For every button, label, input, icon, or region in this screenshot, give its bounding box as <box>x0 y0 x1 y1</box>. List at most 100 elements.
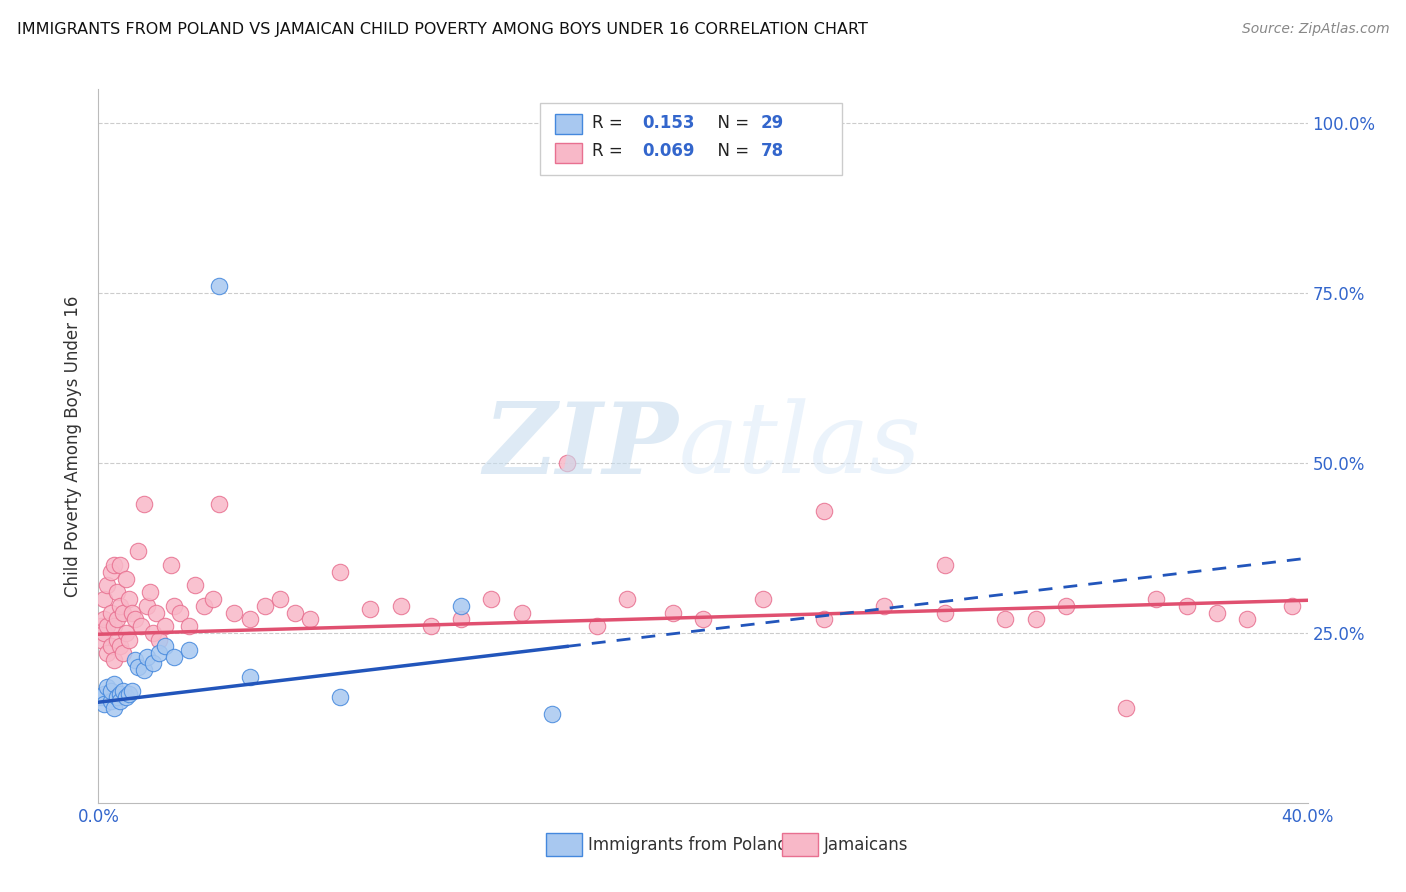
Point <box>93 591 115 606</box>
Point <box>135 599 157 613</box>
Point <box>202 591 225 606</box>
Point <box>1206 606 1229 620</box>
Point <box>586 619 609 633</box>
Point <box>96 619 118 633</box>
Point <box>813 612 835 626</box>
Point <box>239 670 262 684</box>
Point <box>111 606 134 620</box>
Point <box>153 640 176 654</box>
Point <box>108 687 131 701</box>
Point <box>329 565 352 579</box>
Text: 0.069: 0.069 <box>643 143 695 161</box>
Point <box>193 599 215 613</box>
Point <box>208 279 231 293</box>
Point <box>269 591 291 606</box>
Point <box>239 612 262 626</box>
Point <box>90 632 112 647</box>
Point <box>142 626 165 640</box>
Point <box>121 606 143 620</box>
Point <box>1115 700 1137 714</box>
FancyBboxPatch shape <box>540 103 842 175</box>
Point <box>100 683 122 698</box>
Point <box>169 606 191 620</box>
Point <box>108 599 131 613</box>
Point <box>93 626 115 640</box>
Point <box>873 599 896 613</box>
Point <box>555 456 578 470</box>
Point <box>994 612 1017 626</box>
Point <box>114 690 136 705</box>
Point <box>93 687 115 701</box>
Text: R =: R = <box>592 143 627 161</box>
Point <box>1236 612 1258 626</box>
Point <box>450 599 472 613</box>
FancyBboxPatch shape <box>546 833 582 856</box>
Text: IMMIGRANTS FROM POLAND VS JAMAICAN CHILD POVERTY AMONG BOYS UNDER 16 CORRELATION: IMMIGRANTS FROM POLAND VS JAMAICAN CHILD… <box>17 22 868 37</box>
Point <box>813 503 835 517</box>
Point <box>111 683 134 698</box>
Point <box>103 700 125 714</box>
Point <box>108 640 131 654</box>
Point <box>360 602 382 616</box>
Point <box>153 619 176 633</box>
Point <box>103 619 125 633</box>
Point <box>692 612 714 626</box>
Point <box>540 707 562 722</box>
Point <box>1281 599 1303 613</box>
Text: N =: N = <box>707 114 754 132</box>
Point <box>96 578 118 592</box>
Point <box>1144 591 1167 606</box>
Point <box>253 599 276 613</box>
Point <box>224 606 246 620</box>
Point <box>284 606 307 620</box>
Point <box>163 649 186 664</box>
Point <box>129 619 152 633</box>
Point <box>1024 612 1046 626</box>
Point <box>108 694 131 708</box>
Point <box>124 653 146 667</box>
FancyBboxPatch shape <box>782 833 818 856</box>
Point <box>111 646 134 660</box>
Point <box>105 585 128 599</box>
Point <box>118 591 141 606</box>
Point <box>103 653 125 667</box>
Text: atlas: atlas <box>679 399 921 493</box>
Point <box>124 612 146 626</box>
Point <box>127 544 149 558</box>
Point <box>148 646 170 660</box>
Point <box>132 497 155 511</box>
Point <box>389 599 412 613</box>
Point <box>93 698 115 712</box>
Point <box>934 558 956 572</box>
Text: Immigrants from Poland: Immigrants from Poland <box>588 836 787 854</box>
Point <box>100 565 122 579</box>
Text: Jamaicans: Jamaicans <box>824 836 908 854</box>
Point <box>208 497 231 511</box>
FancyBboxPatch shape <box>555 143 582 162</box>
Point <box>934 606 956 620</box>
Point <box>481 591 503 606</box>
Point <box>96 680 118 694</box>
Text: 29: 29 <box>761 114 785 132</box>
Point <box>105 612 128 626</box>
Point <box>752 591 775 606</box>
Point <box>100 694 122 708</box>
Text: N =: N = <box>707 143 754 161</box>
Point <box>96 646 118 660</box>
Point <box>661 606 683 620</box>
Text: Source: ZipAtlas.com: Source: ZipAtlas.com <box>1241 22 1389 37</box>
Point <box>135 649 157 664</box>
Point <box>179 619 201 633</box>
Y-axis label: Child Poverty Among Boys Under 16: Child Poverty Among Boys Under 16 <box>65 295 83 597</box>
Point <box>105 690 128 705</box>
Point <box>184 578 207 592</box>
Point <box>1054 599 1077 613</box>
Point <box>108 558 131 572</box>
Point <box>100 640 122 654</box>
Point <box>90 690 112 705</box>
Point <box>93 612 115 626</box>
Point <box>132 663 155 677</box>
Point <box>127 660 149 674</box>
Point <box>1175 599 1198 613</box>
Point <box>450 612 472 626</box>
